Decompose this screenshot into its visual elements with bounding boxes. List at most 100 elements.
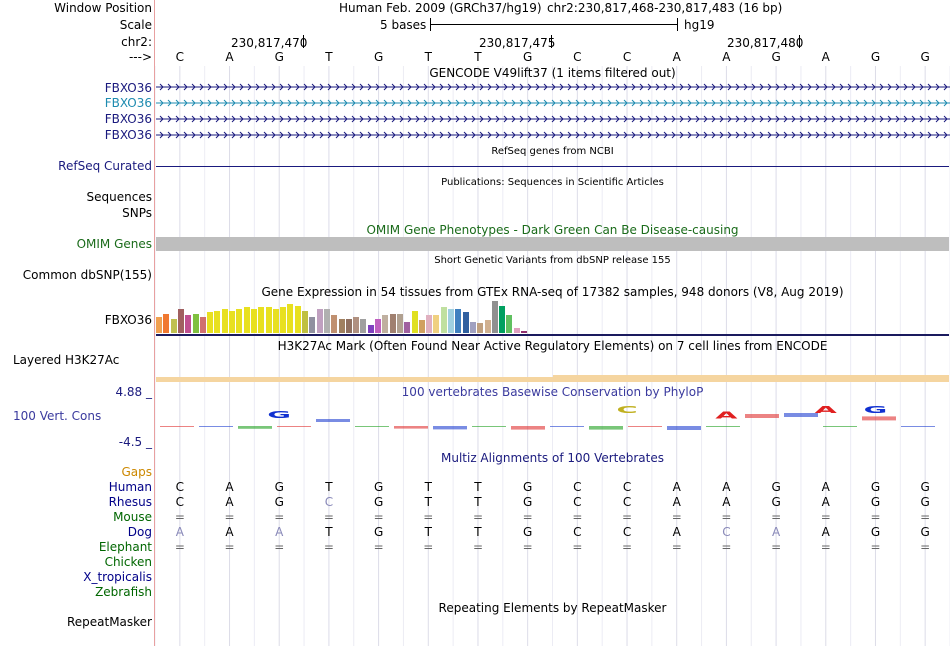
- gencode-label-1[interactable]: FBXO36: [104, 81, 152, 95]
- gtex-bar-chart[interactable]: [156, 300, 556, 333]
- gtex-tissue-bar[interactable]: [455, 309, 462, 333]
- cons-label[interactable]: 100 Vert. Cons: [13, 409, 102, 423]
- species-label[interactable]: Rhesus: [108, 495, 152, 509]
- species-label[interactable]: Human: [108, 480, 152, 494]
- gtex-tissue-bar[interactable]: [177, 309, 184, 333]
- gtex-tissue-bar[interactable]: [272, 309, 279, 333]
- gtex-tissue-bar[interactable]: [236, 309, 243, 333]
- refseq-transcript-line[interactable]: [156, 166, 949, 167]
- strand-chevron: [871, 115, 876, 123]
- gtex-tissue-bar[interactable]: [440, 307, 447, 333]
- omim-label[interactable]: OMIM Genes: [76, 237, 152, 251]
- gtex-tissue-bar[interactable]: [426, 315, 433, 333]
- strand-chevron: [527, 83, 532, 91]
- gtex-tissue-bar[interactable]: [163, 314, 170, 333]
- strand-chevron: [911, 115, 916, 123]
- gtex-tissue-bar[interactable]: [469, 322, 476, 333]
- gtex-tissue-bar[interactable]: [382, 315, 389, 333]
- gtex-tissue-bar[interactable]: [404, 322, 411, 333]
- strand-chevron: [735, 115, 740, 123]
- gtex-tissue-bar[interactable]: [323, 309, 330, 333]
- gtex-tissue-bar[interactable]: [294, 306, 301, 333]
- gtex-tissue-bar[interactable]: [360, 319, 367, 333]
- gtex-tissue-bar[interactable]: [170, 319, 177, 333]
- species-label[interactable]: Dog: [127, 525, 152, 539]
- gtex-tissue-bar[interactable]: [389, 314, 396, 333]
- gencode-title[interactable]: GENCODE V49lift37 (1 items filtered out): [429, 66, 676, 80]
- gtex-tissue-bar[interactable]: [411, 311, 418, 333]
- gtex-tissue-bar[interactable]: [185, 315, 192, 333]
- repeatmasker-label[interactable]: RepeatMasker: [66, 615, 152, 629]
- species-label[interactable]: X_tropicalis: [83, 570, 152, 584]
- gtex-tissue-bar[interactable]: [229, 311, 235, 333]
- gtex-tissue-bar[interactable]: [477, 323, 484, 333]
- species-label[interactable]: Mouse: [113, 510, 152, 524]
- gtex-tissue-bar[interactable]: [396, 314, 403, 333]
- gtex-tissue-bar[interactable]: [221, 309, 228, 333]
- strand-chevron: [615, 115, 620, 123]
- gencode-label-4[interactable]: FBXO36: [104, 128, 152, 142]
- gtex-tissue-bar[interactable]: [331, 315, 338, 333]
- alignment-base: =: [671, 540, 682, 554]
- gtex-tissue-bar[interactable]: [316, 309, 323, 333]
- strand-chevron: [767, 83, 772, 91]
- gtex-tissue-bar[interactable]: [499, 306, 506, 333]
- gtex-tissue-bar[interactable]: [506, 315, 513, 333]
- species-label[interactable]: Elephant: [98, 540, 152, 554]
- gtex-tissue-bar[interactable]: [521, 331, 527, 333]
- gtex-tissue-bar[interactable]: [309, 317, 316, 333]
- omim-feature[interactable]: [156, 237, 949, 251]
- gtex-tissue-bar[interactable]: [214, 311, 221, 333]
- h3k27ac-signal-right[interactable]: [553, 375, 949, 382]
- strand-chevron: [911, 83, 916, 91]
- gtex-tissue-bar[interactable]: [367, 325, 374, 333]
- conservation-base-letter: G: [267, 409, 291, 420]
- gtex-tissue-bar[interactable]: [258, 307, 265, 333]
- h3k27ac-label[interactable]: Layered H3K27Ac: [13, 353, 120, 367]
- species-label[interactable]: Zebrafish: [95, 585, 152, 599]
- dbsnp-label[interactable]: Common dbSNP(155): [22, 268, 152, 282]
- gtex-title: Gene Expression in 54 tissues from GTEx …: [261, 285, 844, 299]
- gtex-tissue-bar[interactable]: [448, 309, 454, 333]
- gtex-tissue-bar[interactable]: [302, 311, 308, 333]
- species-label[interactable]: Chicken: [104, 555, 152, 569]
- gtex-tissue-bar[interactable]: [243, 307, 250, 333]
- alignment-base: T: [325, 525, 333, 539]
- gtex-tissue-bar[interactable]: [156, 317, 162, 333]
- gtex-tissue-bar[interactable]: [484, 320, 491, 333]
- alignment-base: =: [870, 540, 881, 554]
- species-label[interactable]: Gaps: [121, 465, 152, 479]
- h3k27ac-signal-left[interactable]: [156, 377, 556, 382]
- strand-chevron: [671, 115, 676, 123]
- strand-chevron: [375, 83, 380, 91]
- gtex-tissue-bar[interactable]: [280, 307, 287, 333]
- strand-chevron: [247, 131, 252, 139]
- gtex-tissue-bar[interactable]: [192, 314, 199, 333]
- snps-label[interactable]: SNPs: [122, 206, 152, 220]
- gtex-tissue-bar[interactable]: [287, 304, 294, 333]
- gencode-label-3[interactable]: FBXO36: [104, 112, 152, 126]
- gtex-label[interactable]: FBXO36: [104, 313, 152, 327]
- gtex-tissue-bar[interactable]: [345, 319, 352, 333]
- gtex-tissue-bar[interactable]: [491, 301, 498, 333]
- sequences-label[interactable]: Sequences: [86, 190, 152, 204]
- gtex-tissue-bar[interactable]: [513, 328, 520, 333]
- gtex-tissue-bar[interactable]: [375, 319, 381, 333]
- gtex-tissue-bar[interactable]: [433, 315, 440, 333]
- gtex-tissue-bar[interactable]: [462, 312, 469, 333]
- strand-chevron: [719, 83, 724, 91]
- gencode-label-2[interactable]: FBXO36: [104, 96, 152, 110]
- gtex-tissue-bar[interactable]: [199, 317, 206, 333]
- gtex-tissue-bar[interactable]: [418, 320, 425, 333]
- gtex-tissue-bar[interactable]: [250, 309, 257, 333]
- gencode-transcripts[interactable]: [156, 80, 950, 144]
- gtex-tissue-bar[interactable]: [353, 317, 360, 333]
- gtex-tissue-bar[interactable]: [338, 319, 345, 333]
- gtex-tissue-bar[interactable]: [207, 312, 214, 333]
- strand-chevron: [223, 83, 228, 91]
- strand-chevron: [399, 115, 404, 123]
- strand-chevron: [495, 83, 500, 91]
- refseq-label[interactable]: RefSeq Curated: [58, 159, 152, 173]
- gtex-tissue-bar[interactable]: [265, 307, 272, 333]
